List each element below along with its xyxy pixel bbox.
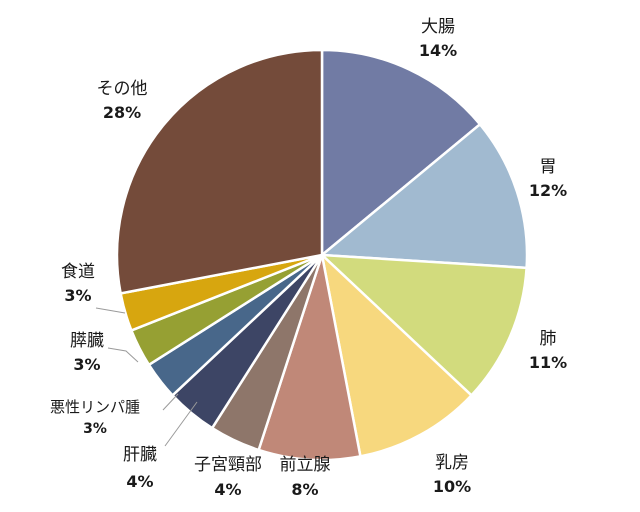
label-zenritsusen: 前立腺 8% <box>280 455 331 499</box>
slice-label: 食道 <box>61 262 95 282</box>
slice-value-label: 4% <box>214 480 241 499</box>
slice-label: 膵臓 <box>70 331 104 351</box>
label-daicho: 大腸 14% <box>419 17 457 60</box>
leader-line <box>95 307 126 314</box>
pie-slice <box>115 48 324 295</box>
slice-label: 大腸 <box>421 17 455 37</box>
label-shikyukeibu: 子宮頸部 4% <box>194 455 262 499</box>
slice-label: その他 <box>97 79 148 99</box>
label-kanzo: 肝臓 4% <box>123 445 157 491</box>
label-lymphoma: 悪性リンパ腫 3% <box>50 398 140 437</box>
label-i: 胃 12% <box>529 157 567 200</box>
pie-slice <box>257 253 362 462</box>
slice-label: 前立腺 <box>280 455 331 475</box>
leader-line <box>162 393 179 411</box>
label-nyubo: 乳房 10% <box>433 453 471 496</box>
slice-value-label: 3% <box>83 421 107 437</box>
pie-slice <box>320 48 482 257</box>
slice-value-label: 28% <box>103 103 141 122</box>
slice-value-label: 12% <box>529 181 567 200</box>
label-sonota: その他 28% <box>97 79 148 122</box>
slice-value-label: 3% <box>73 355 100 374</box>
slice-label: 肺 <box>540 329 557 349</box>
slice-label: 子宮頸部 <box>194 455 262 475</box>
slice-label: 胃 <box>540 157 557 177</box>
slice-value-label: 8% <box>291 480 318 499</box>
slice-value-label: 11% <box>529 353 567 372</box>
pie-slices <box>115 48 529 462</box>
slice-label: 肝臓 <box>123 445 157 465</box>
slice-value-label: 10% <box>433 477 471 496</box>
slice-value-label: 4% <box>126 472 153 491</box>
label-hai: 肺 11% <box>529 329 567 372</box>
slice-value-label: 14% <box>419 41 457 60</box>
slice-label: 乳房 <box>435 453 469 473</box>
pie-slice <box>320 253 528 397</box>
pie-slice <box>320 253 473 458</box>
leader-line <box>107 347 139 363</box>
slice-value-label: 3% <box>64 286 91 305</box>
slice-label: 悪性リンパ腫 <box>50 398 140 416</box>
leader-line <box>164 401 198 447</box>
label-suizo: 膵臓 3% <box>70 331 104 374</box>
pie-slice <box>320 123 529 270</box>
leader-lines <box>95 307 198 447</box>
label-shokudo: 食道 3% <box>61 262 95 305</box>
